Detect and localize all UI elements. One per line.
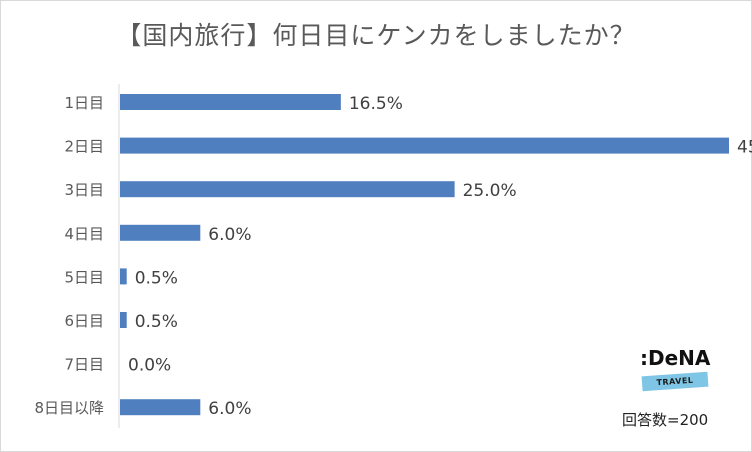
bar <box>120 224 201 241</box>
bar <box>120 268 127 285</box>
data-label: 16.5% <box>349 94 403 114</box>
data-label: 0.5% <box>135 312 178 332</box>
category-label: 7日目 <box>64 356 104 374</box>
bar <box>120 94 341 110</box>
bar <box>120 137 729 154</box>
category-label: 2日目 <box>64 138 104 156</box>
category-label: 3日目 <box>64 181 104 199</box>
category-label: 4日目 <box>64 225 104 243</box>
chart-title: 【国内旅行】何日目にケンカをしましたか？ <box>116 21 636 50</box>
dena-travel-logo: :DeNA TRAVEL <box>622 346 722 396</box>
category-label: 1日目 <box>64 94 104 112</box>
bar <box>120 399 201 416</box>
data-label: 25.0% <box>463 181 517 201</box>
data-label: 45.5% <box>737 138 752 158</box>
bar <box>120 181 455 198</box>
logo-band: TRAVEL <box>641 371 709 392</box>
category-label: 5日目 <box>64 268 104 286</box>
sample-size-note: 回答数=200 <box>622 411 709 429</box>
logo-word: :DeNA <box>640 346 711 370</box>
data-label: 0.5% <box>135 268 178 288</box>
data-label: 0.0% <box>128 356 171 376</box>
bar <box>120 312 127 328</box>
data-label: 6.0% <box>208 399 251 419</box>
data-label: 6.0% <box>208 225 251 245</box>
category-label: 6日目 <box>64 312 104 330</box>
category-label: 8日目以降 <box>34 399 104 417</box>
